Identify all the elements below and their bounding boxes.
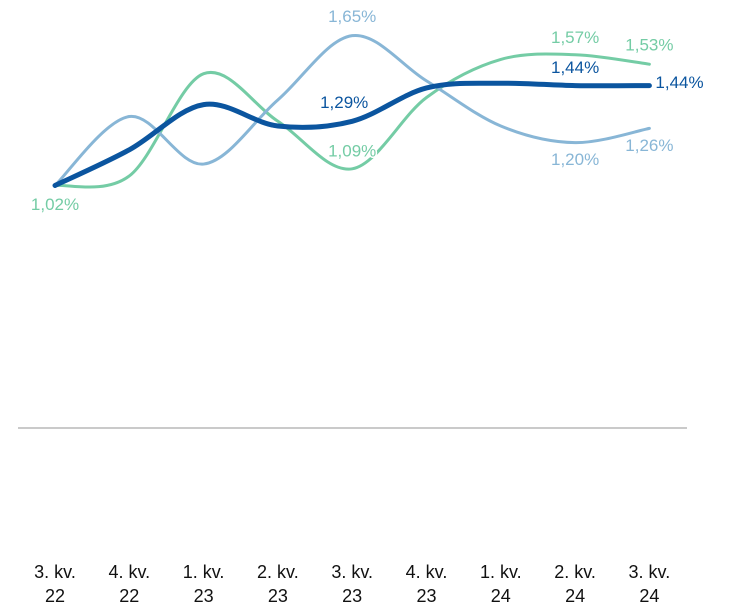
- x-tick-label: 3. kv. 22: [34, 562, 76, 606]
- data-label: 1,65%: [328, 7, 376, 26]
- data-label: 1,53%: [625, 36, 673, 55]
- data-label: 1,44%: [655, 73, 703, 92]
- data-label: 1,44%: [551, 58, 599, 77]
- data-label: 1,57%: [551, 28, 599, 47]
- series-line: [52, 80, 652, 188]
- x-tick-label: 2. kv. 24: [554, 562, 596, 606]
- x-tick-label: 1. kv. 23: [182, 562, 225, 606]
- x-tick-label: 2. kv. 23: [257, 562, 299, 606]
- data-label: 1,29%: [320, 93, 368, 112]
- series-line: [53, 52, 651, 189]
- x-tick-label: 3. kv. 23: [331, 562, 374, 606]
- x-tick-label: 3. kv. 24: [628, 562, 671, 606]
- data-label: 1,02%: [31, 195, 79, 214]
- x-tick-label: 4. kv. 23: [405, 562, 448, 606]
- data-label: 1,26%: [625, 136, 673, 155]
- x-tick-label: 4. kv. 22: [108, 562, 151, 606]
- series-line: [53, 34, 651, 187]
- x-tick-label: 1. kv. 24: [479, 562, 522, 606]
- data-label: 1,09%: [328, 141, 376, 160]
- data-label: 1,20%: [551, 150, 599, 169]
